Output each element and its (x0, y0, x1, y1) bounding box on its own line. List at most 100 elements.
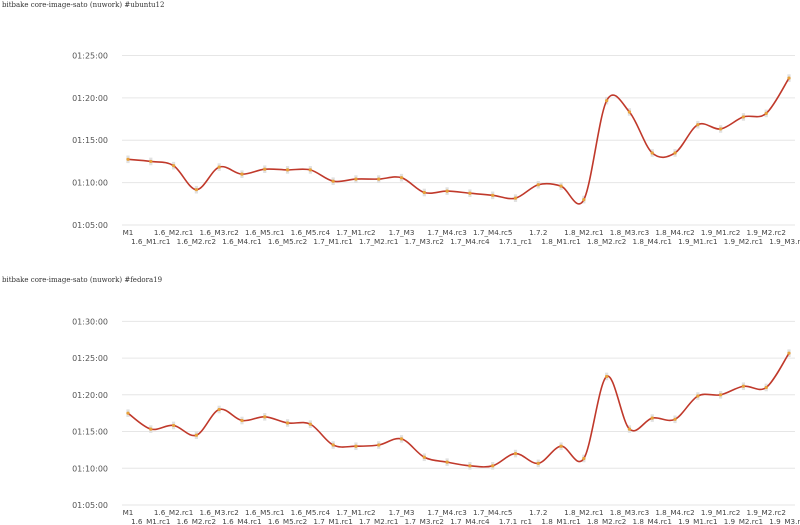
data-point[interactable] (194, 188, 198, 192)
y-tick-label: 01:25:00 (72, 354, 108, 363)
data-point[interactable] (445, 460, 449, 464)
sample-mark (787, 79, 791, 82)
sample-mark (627, 108, 632, 111)
data-point[interactable] (240, 172, 244, 176)
x-tick-label: 1.9_M2.rc1 (724, 517, 763, 525)
data-point[interactable] (331, 443, 335, 447)
data-point[interactable] (673, 417, 677, 421)
y-tick-label: 01:05:00 (72, 221, 108, 230)
data-point[interactable] (491, 193, 495, 197)
data-point[interactable] (491, 464, 495, 468)
sample-mark (696, 125, 700, 129)
data-point[interactable] (171, 164, 176, 168)
x-tick-label: 1.7.1_rc1 (499, 517, 532, 525)
chart-fedora19: 01:05:00 01:10:00 01:15:00 01:20:00 01:25:00… (72, 317, 800, 525)
data-point[interactable] (331, 179, 335, 183)
data-point[interactable] (559, 444, 563, 448)
data-point[interactable] (399, 437, 404, 441)
data-point[interactable] (650, 416, 654, 420)
data-point[interactable] (696, 123, 700, 127)
data-point[interactable] (468, 191, 472, 195)
data-point[interactable] (719, 127, 723, 131)
data-point[interactable] (149, 427, 153, 431)
x-tick-label: 1.8_M3.rc3 (610, 508, 649, 517)
data-point[interactable] (536, 183, 540, 187)
sample-mark (240, 175, 244, 178)
sample-mark (149, 425, 153, 428)
data-point[interactable] (263, 415, 267, 419)
data-point[interactable] (741, 115, 746, 119)
sample-mark (331, 182, 335, 186)
data-point[interactable] (263, 167, 267, 171)
data-point[interactable] (422, 455, 426, 459)
data-point[interactable] (422, 190, 426, 195)
data-point[interactable] (217, 407, 221, 412)
sample-mark (217, 405, 221, 409)
data-point[interactable] (513, 196, 518, 200)
y-tick-label: 01:10:00 (72, 464, 108, 473)
sample-mark (171, 166, 176, 170)
data-point[interactable] (650, 151, 654, 155)
sample-mark (741, 382, 746, 386)
x-tick-label: 1.6_M1.rc1 (131, 237, 170, 246)
data-point[interactable] (240, 418, 244, 423)
sample-mark (719, 130, 723, 133)
sample-mark (285, 424, 290, 427)
data-point[interactable] (741, 384, 746, 388)
data-point[interactable] (149, 159, 153, 164)
sample-mark (650, 149, 654, 152)
data-point[interactable] (377, 443, 381, 447)
data-point[interactable] (377, 177, 381, 181)
data-point[interactable] (536, 461, 540, 465)
data-point[interactable] (399, 176, 404, 180)
data-point[interactable] (696, 394, 700, 398)
data-point[interactable] (468, 464, 472, 468)
sample-mark (399, 435, 404, 438)
data-point[interactable] (308, 168, 312, 172)
data-point[interactable] (764, 385, 768, 390)
sample-mark (559, 447, 563, 451)
data-point[interactable] (673, 151, 677, 155)
data-point[interactable] (627, 110, 632, 114)
data-point[interactable] (285, 168, 290, 172)
data-point[interactable] (719, 393, 723, 397)
sample-mark (673, 149, 677, 152)
sample-mark (263, 165, 267, 168)
x-tick-label: 1.9_M1.rc1 (678, 517, 717, 525)
data-point[interactable] (354, 444, 358, 448)
data-point[interactable] (787, 351, 791, 355)
data-point[interactable] (582, 197, 586, 202)
data-point[interactable] (627, 427, 632, 431)
sample-mark (263, 170, 267, 173)
data-point[interactable] (126, 157, 130, 161)
sample-mark (194, 190, 198, 194)
data-point[interactable] (787, 76, 791, 80)
x-tick-label: 1.7_M1.rc2 (336, 228, 375, 237)
sample-mark (399, 440, 404, 443)
data-point[interactable] (194, 433, 198, 437)
data-point[interactable] (605, 99, 609, 103)
x-tick-label: 1.6_M3.rc2 (199, 508, 238, 517)
data-point[interactable] (605, 374, 609, 379)
data-point[interactable] (582, 456, 586, 461)
data-point[interactable] (513, 451, 518, 456)
data-point[interactable] (171, 423, 176, 428)
data-point[interactable] (285, 421, 290, 425)
x-tick-label: 1.7_M4.rc5 (473, 228, 512, 237)
data-point[interactable] (559, 184, 563, 188)
sample-mark (445, 458, 449, 461)
data-point[interactable] (126, 411, 130, 415)
data-point[interactable] (217, 165, 221, 169)
sample-mark (354, 447, 358, 451)
data-point[interactable] (354, 177, 358, 181)
x-tick-label: 1.8_M4.rc1 (633, 517, 672, 525)
data-point[interactable] (445, 189, 449, 193)
x-tick-label: 1.7_M3 (389, 228, 415, 237)
data-point[interactable] (764, 111, 768, 115)
sample-mark (491, 196, 495, 200)
sample-mark (719, 391, 723, 394)
sample-mark (308, 425, 312, 428)
x-tick-label: 1.6_M2.rc2 (177, 517, 216, 525)
data-point[interactable] (308, 422, 312, 426)
sample-mark (513, 449, 518, 453)
